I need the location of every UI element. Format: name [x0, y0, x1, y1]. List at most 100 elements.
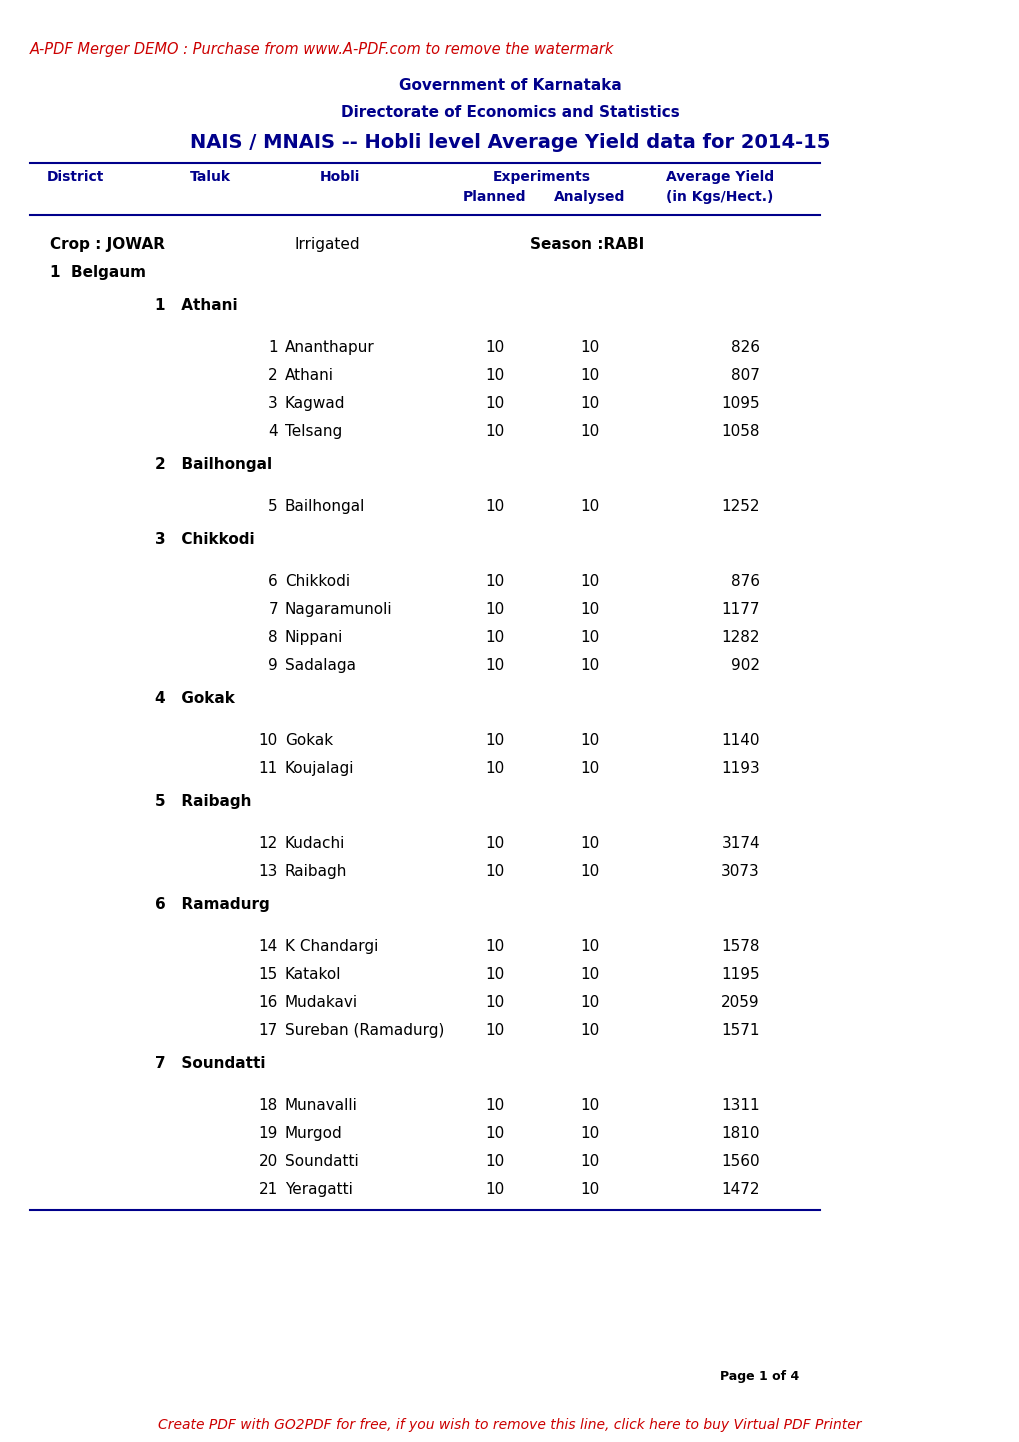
Text: 10: 10 — [485, 864, 504, 880]
Text: 10: 10 — [485, 368, 504, 384]
Text: Hobli: Hobli — [320, 170, 360, 185]
Text: Nagaramunoli: Nagaramunoli — [284, 601, 392, 617]
Text: 10: 10 — [580, 1126, 599, 1141]
Text: 1810: 1810 — [720, 1126, 759, 1141]
Text: 10: 10 — [580, 1097, 599, 1113]
Text: 18: 18 — [259, 1097, 278, 1113]
Text: Directorate of Economics and Statistics: Directorate of Economics and Statistics — [340, 105, 679, 120]
Text: Raibagh: Raibagh — [284, 864, 347, 880]
Text: NAIS / MNAIS -- Hobli level Average Yield data for 2014-15: NAIS / MNAIS -- Hobli level Average Yiel… — [190, 133, 829, 151]
Text: 3   Chikkodi: 3 Chikkodi — [155, 532, 255, 547]
Text: 10: 10 — [485, 1022, 504, 1038]
Text: 1058: 1058 — [720, 424, 759, 438]
Text: 5   Raibagh: 5 Raibagh — [155, 795, 252, 809]
Text: 10: 10 — [580, 968, 599, 982]
Text: 1   Athani: 1 Athani — [155, 298, 237, 313]
Text: Bailhongal: Bailhongal — [284, 499, 365, 513]
Text: 5: 5 — [268, 499, 278, 513]
Text: 10: 10 — [485, 1182, 504, 1197]
Text: 10: 10 — [580, 340, 599, 355]
Text: 10: 10 — [485, 574, 504, 588]
Text: Katakol: Katakol — [284, 968, 341, 982]
Text: 10: 10 — [580, 601, 599, 617]
Text: 10: 10 — [485, 1126, 504, 1141]
Text: 10: 10 — [580, 864, 599, 880]
Text: 10: 10 — [485, 424, 504, 438]
Text: 10: 10 — [580, 397, 599, 411]
Text: 21: 21 — [259, 1182, 278, 1197]
Text: 1  Belgaum: 1 Belgaum — [50, 265, 146, 280]
Text: 16: 16 — [259, 995, 278, 1009]
Text: Murgod: Murgod — [284, 1126, 342, 1141]
Text: 1140: 1140 — [720, 733, 759, 748]
Text: 1252: 1252 — [720, 499, 759, 513]
Text: 807: 807 — [731, 368, 759, 384]
Text: 2059: 2059 — [720, 995, 759, 1009]
Text: 7   Soundatti: 7 Soundatti — [155, 1056, 265, 1071]
Text: 13: 13 — [259, 864, 278, 880]
Text: 10: 10 — [485, 1154, 504, 1169]
Text: 3: 3 — [268, 397, 278, 411]
Text: Nippani: Nippani — [284, 630, 343, 645]
Text: 3174: 3174 — [720, 836, 759, 851]
Text: 15: 15 — [259, 968, 278, 982]
Text: Munavalli: Munavalli — [284, 1097, 358, 1113]
Text: 1560: 1560 — [720, 1154, 759, 1169]
Text: 10: 10 — [580, 574, 599, 588]
Text: Crop : JOWAR: Crop : JOWAR — [50, 236, 165, 252]
Text: 10: 10 — [485, 836, 504, 851]
Text: 10: 10 — [580, 1154, 599, 1169]
Text: 10: 10 — [485, 968, 504, 982]
Text: Irrigated: Irrigated — [294, 236, 361, 252]
Text: 876: 876 — [731, 574, 759, 588]
Text: A-PDF Merger DEMO : Purchase from www.A-PDF.com to remove the watermark: A-PDF Merger DEMO : Purchase from www.A-… — [30, 42, 613, 58]
Text: 10: 10 — [485, 995, 504, 1009]
Text: 10: 10 — [485, 1097, 504, 1113]
Text: 10: 10 — [580, 424, 599, 438]
Text: Taluk: Taluk — [190, 170, 230, 185]
Text: 4: 4 — [268, 424, 278, 438]
Text: 826: 826 — [731, 340, 759, 355]
Text: Kagwad: Kagwad — [284, 397, 345, 411]
Text: Kudachi: Kudachi — [284, 836, 345, 851]
Text: 10: 10 — [485, 601, 504, 617]
Text: Ananthapur: Ananthapur — [284, 340, 374, 355]
Text: Koujalagi: Koujalagi — [284, 761, 355, 776]
Text: Sadalaga: Sadalaga — [284, 658, 356, 673]
Text: 10: 10 — [485, 761, 504, 776]
Text: 1311: 1311 — [720, 1097, 759, 1113]
Text: Analysed: Analysed — [553, 190, 625, 203]
Text: Sureban (Ramadurg): Sureban (Ramadurg) — [284, 1022, 444, 1038]
Text: Experiments: Experiments — [492, 170, 590, 185]
Text: 11: 11 — [259, 761, 278, 776]
Text: 2: 2 — [268, 368, 278, 384]
Text: 1571: 1571 — [720, 1022, 759, 1038]
Text: 6   Ramadurg: 6 Ramadurg — [155, 897, 269, 911]
Text: 8: 8 — [268, 630, 278, 645]
Text: 10: 10 — [485, 340, 504, 355]
Text: 1282: 1282 — [720, 630, 759, 645]
Text: 10: 10 — [580, 939, 599, 955]
Text: 10: 10 — [580, 1022, 599, 1038]
Text: 3073: 3073 — [720, 864, 759, 880]
Text: 10: 10 — [485, 499, 504, 513]
Text: 2   Bailhongal: 2 Bailhongal — [155, 457, 272, 472]
Text: K Chandargi: K Chandargi — [284, 939, 378, 955]
Text: 9: 9 — [268, 658, 278, 673]
Text: 10: 10 — [259, 733, 278, 748]
Text: 1472: 1472 — [720, 1182, 759, 1197]
Text: Mudakavi: Mudakavi — [284, 995, 358, 1009]
Text: 10: 10 — [485, 397, 504, 411]
Text: Yeragatti: Yeragatti — [284, 1182, 353, 1197]
Text: Telsang: Telsang — [284, 424, 342, 438]
Text: 10: 10 — [580, 630, 599, 645]
Text: 10: 10 — [485, 630, 504, 645]
Text: Planned: Planned — [463, 190, 526, 203]
Text: 4   Gokak: 4 Gokak — [155, 691, 234, 707]
Text: 1177: 1177 — [720, 601, 759, 617]
Text: Average Yield: Average Yield — [665, 170, 773, 185]
Text: 10: 10 — [485, 939, 504, 955]
Text: 1195: 1195 — [720, 968, 759, 982]
Text: Government of Karnataka: Government of Karnataka — [398, 78, 621, 92]
Text: Page 1 of 4: Page 1 of 4 — [719, 1370, 799, 1383]
